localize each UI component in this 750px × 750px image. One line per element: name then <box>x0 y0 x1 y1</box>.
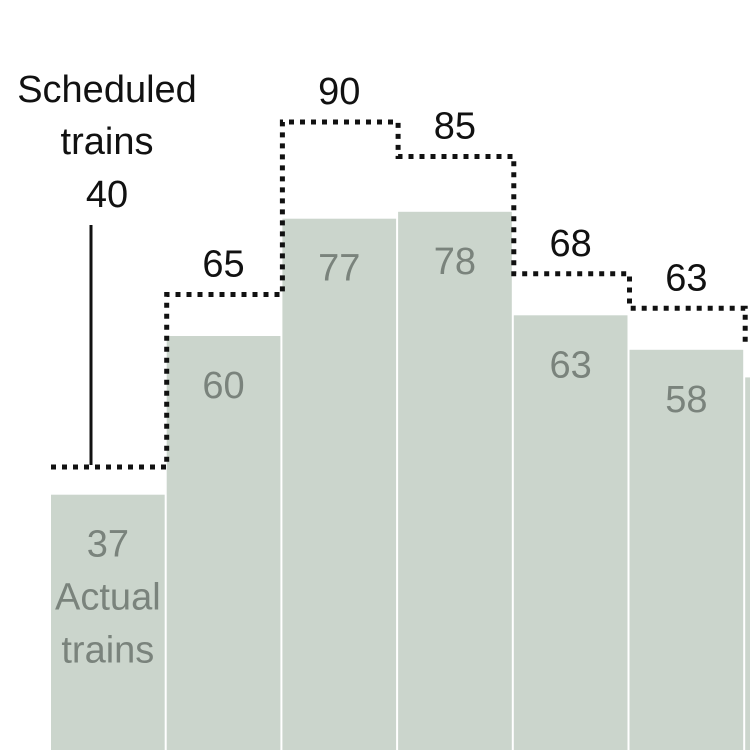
actual-bar <box>629 349 744 750</box>
actual-value-label: 77 <box>318 248 360 290</box>
actual-bar <box>513 315 628 750</box>
value-labels: 60 65 77 90 78 85 63 68 58 63 <box>202 71 707 421</box>
scheduled-value-label: 90 <box>318 71 360 113</box>
actual-bar <box>282 218 397 750</box>
actual-value-label: 78 <box>434 241 476 283</box>
scheduled-step-line <box>51 119 750 470</box>
scheduled-trains-label-line1: Scheduled <box>17 69 197 111</box>
scheduled-first-value: 40 <box>86 174 128 216</box>
scheduled-value-label: 85 <box>434 106 476 148</box>
actual-value-label: 58 <box>665 379 707 421</box>
scheduled-value-label: 68 <box>550 223 592 265</box>
scheduled-line <box>51 119 750 470</box>
scheduled-value-label: 65 <box>202 244 244 286</box>
actual-first-value: 37 <box>87 524 129 566</box>
actual-bars <box>51 211 750 750</box>
scheduled-value-label: 63 <box>665 257 707 299</box>
actual-bar <box>398 211 512 750</box>
scheduled-trains-label-line2: trains <box>61 121 154 163</box>
actual-value-label: 60 <box>202 365 244 407</box>
actual-value-label: 63 <box>550 344 592 386</box>
actual-bar <box>51 494 165 750</box>
actual-bar <box>745 377 750 750</box>
actual-trains-label-line2: trains <box>61 630 154 672</box>
actual-bar <box>166 336 281 750</box>
actual-trains-label-line1: Actual <box>55 577 161 619</box>
